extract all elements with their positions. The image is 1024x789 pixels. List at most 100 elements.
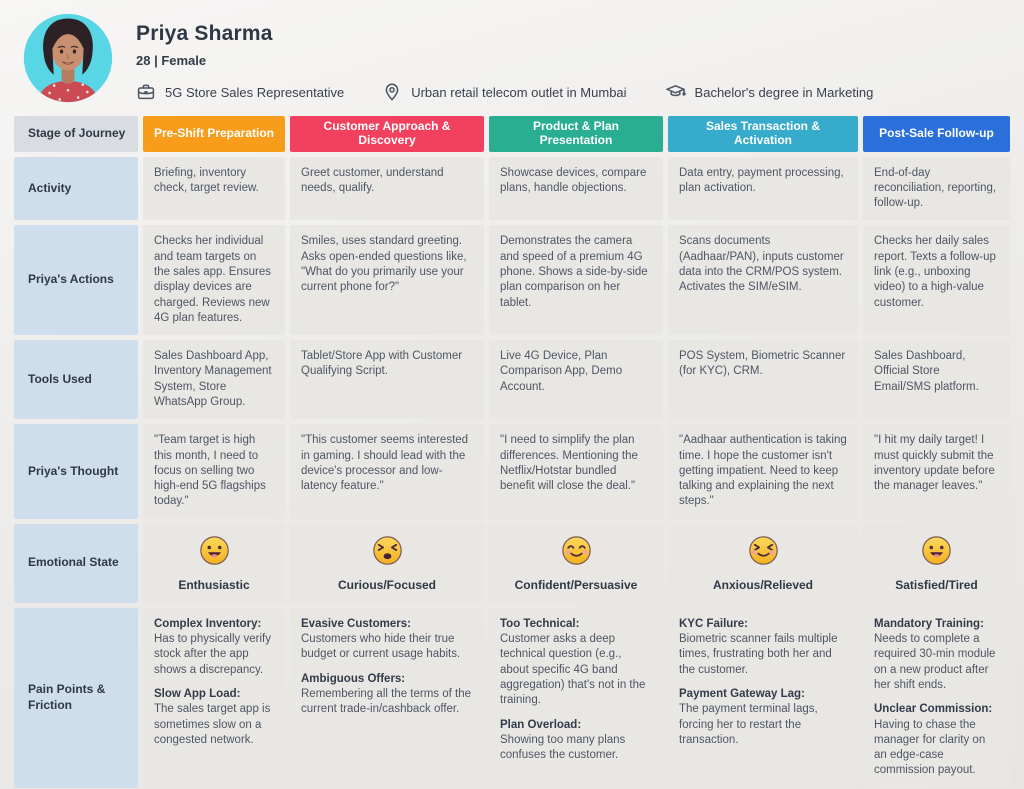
- row-label: Priya's Actions: [14, 225, 138, 336]
- journey-cell: "I hit my daily target! I must quickly s…: [863, 424, 1010, 519]
- row-label: Tools Used: [14, 340, 138, 420]
- cell-text: "I need to simplify the plan differences…: [500, 434, 638, 493]
- journey-cell: Demonstrates the camera and speed of a p…: [489, 225, 663, 336]
- journey-cell: Curious/Focused: [290, 523, 484, 603]
- cell-text: Scans documents (Aadhaar/PAN), inputs cu…: [679, 235, 844, 294]
- segment-title: Evasive Customers:: [301, 617, 411, 630]
- persona-location-label: Urban retail telecom outlet in Mumbai: [411, 84, 627, 100]
- cell-text: Checks her daily sales report. Texts a f…: [874, 235, 996, 309]
- cell-segment: Too Technical: Customer asks a deep techn…: [500, 617, 652, 709]
- journey-cell: Data entry, payment processing, plan act…: [668, 156, 858, 221]
- segment-title: Plan Overload:: [500, 718, 582, 731]
- journey-cell: Complex Inventory: Has to physically veri…: [143, 607, 285, 788]
- journey-row: Emotional State Enthusiastic Curious/Focus…: [14, 523, 1010, 603]
- segment-title: Complex Inventory:: [154, 617, 262, 630]
- persona-education-label: Bachelor's degree in Marketing: [694, 84, 874, 100]
- squint-smile-blush-face-icon: [746, 533, 781, 573]
- segment-title: Ambiguous Offers:: [301, 672, 406, 685]
- journey-cell: Anxious/Relieved: [668, 523, 858, 603]
- persona-name: Priya Sharma: [136, 22, 273, 45]
- segment-body: Having to chase the manager for clarity …: [874, 718, 986, 777]
- stage-header-4: Sales Transaction & Activation: [668, 116, 858, 152]
- journey-map-table: Stage of Journey Pre-Shift Preparation Cus…: [0, 112, 1024, 789]
- journey-row: Tools Used Sales Dashboard App, Inventory…: [14, 340, 1010, 420]
- journey-cell: Briefing, inventory check, target review…: [143, 156, 285, 221]
- segment-body: Customer asks a deep technical question …: [500, 633, 646, 707]
- journey-cell: "I need to simplify the plan differences…: [489, 424, 663, 519]
- stage-header-1: Pre-Shift Preparation: [143, 116, 285, 152]
- cell-text: "This customer seems interested in gamin…: [301, 434, 469, 493]
- cell-text: Greet customer, understand needs, qualif…: [301, 166, 444, 194]
- stage-of-journey-label: Stage of Journey: [14, 116, 138, 152]
- segment-body: The payment terminal lags, forcing her t…: [679, 703, 818, 746]
- cell-segment: Plan Overload: Showing too many plans con…: [500, 718, 652, 764]
- journey-cell: Enthusiastic: [143, 523, 285, 603]
- row-label: Activity: [14, 156, 138, 221]
- cell-segment: Mandatory Training: Needs to complete a r…: [874, 617, 999, 693]
- persona-location: Urban retail telecom outlet in Mumbai: [382, 82, 627, 102]
- emotion-label: Anxious/Relieved: [712, 577, 814, 592]
- cell-segment: Unclear Commission: Having to chase the m…: [874, 702, 999, 778]
- segment-title: Too Technical:: [500, 617, 580, 630]
- happy-blush-face-icon: [559, 533, 594, 573]
- segment-body: Customers who hide their true budget or …: [301, 633, 461, 661]
- journey-cell: Live 4G Device, Plan Comparison App, Dem…: [489, 340, 663, 420]
- journey-cell: "Team target is high this month, I need …: [143, 424, 285, 519]
- segment-title: Slow App Load:: [154, 688, 241, 701]
- journey-cell: POS System, Biometric Scanner (for KYC),…: [668, 340, 858, 420]
- journey-cell: Scans documents (Aadhaar/PAN), inputs cu…: [668, 225, 858, 336]
- segment-title: Payment Gateway Lag:: [679, 688, 805, 701]
- persona-info: Priya Sharma 28 | Female 5G Store Sales …: [136, 12, 873, 102]
- persona-photo: [23, 13, 113, 103]
- journey-cell: Too Technical: Customer asks a deep techn…: [489, 607, 663, 788]
- segment-title: Mandatory Training:: [874, 617, 984, 630]
- stage-header-5: Post-Sale Follow-up: [863, 116, 1010, 152]
- cell-segment: Slow App Load: The sales target app is so…: [154, 687, 274, 748]
- stage-header-3: Product & Plan Presentation: [489, 116, 663, 152]
- segment-body: Biometric scanner fails multiple times, …: [679, 633, 838, 676]
- row-label: Pain Points & Friction: [14, 607, 138, 788]
- graduation-cap-icon: [665, 82, 686, 102]
- cell-text: Showcase devices, compare plans, handle …: [500, 166, 647, 194]
- journey-cell: Sales Dashboard, Official Store Email/SM…: [863, 340, 1010, 420]
- cell-text: Checks her individual and team targets o…: [154, 235, 271, 324]
- avatar: [22, 12, 114, 104]
- stage-header-2: Customer Approach & Discovery: [290, 116, 484, 152]
- cell-text: End-of-day reconciliation, reporting, fo…: [874, 166, 997, 210]
- segment-body: The sales target app is sometimes slow o…: [154, 703, 271, 746]
- journey-row: Priya's Actions Checks her individual and…: [14, 225, 1010, 336]
- persona-role-label: 5G Store Sales Representative: [165, 84, 345, 100]
- emotion-label: Curious/Focused: [337, 577, 436, 592]
- grin-open-face-icon: [197, 533, 232, 573]
- journey-cell: Greet customer, understand needs, qualif…: [290, 156, 484, 221]
- journey-cell: Satisfied/Tired: [863, 523, 1010, 603]
- cell-text: Sales Dashboard, Official Store Email/SM…: [874, 350, 979, 393]
- segment-body: Has to physically verify stock after the…: [154, 633, 271, 676]
- journey-cell: Mandatory Training: Needs to complete a r…: [863, 607, 1010, 788]
- cell-text: Sales Dashboard App, Inventory Managemen…: [154, 350, 272, 408]
- segment-title: Unclear Commission:: [874, 703, 993, 716]
- cell-text: POS System, Biometric Scanner (for KYC),…: [679, 350, 846, 378]
- row-label: Priya's Thought: [14, 424, 138, 519]
- cell-text: Briefing, inventory check, target review…: [154, 166, 259, 194]
- journey-cell: Tablet/Store App with Customer Qualifyin…: [290, 340, 484, 420]
- journey-cell: Confident/Persuasive: [489, 523, 663, 603]
- journey-cell: Sales Dashboard App, Inventory Managemen…: [143, 340, 285, 420]
- journey-row: Pain Points & Friction Complex Inventory:…: [14, 607, 1010, 788]
- grin-open-face-icon: [919, 533, 954, 573]
- emotion-label: Confident/Persuasive: [514, 577, 638, 592]
- persona-header: Priya Sharma 28 | Female 5G Store Sales …: [0, 0, 1024, 112]
- cell-text: Smiles, uses standard greeting. Asks ope…: [301, 235, 467, 294]
- segment-body: Remembering all the terms of the current…: [301, 688, 472, 716]
- journey-cell: "This customer seems interested in gamin…: [290, 424, 484, 519]
- emotion-label: Enthusiastic: [178, 577, 250, 592]
- cell-text: "Aadhaar authentication is taking time. …: [679, 434, 847, 508]
- journey-cell: Checks her individual and team targets o…: [143, 225, 285, 336]
- cell-text: Demonstrates the camera and speed of a p…: [500, 235, 648, 309]
- persona-education: Bachelor's degree in Marketing: [665, 82, 874, 102]
- segment-body: Showing too many plans confuses the cust…: [500, 733, 626, 762]
- cell-segment: Ambiguous Offers: Remembering all the ter…: [301, 672, 473, 718]
- journey-row: Priya's Thought "Team target is high this…: [14, 424, 1010, 519]
- cell-text: "I hit my daily target! I must quickly s…: [874, 434, 995, 493]
- persona-role: 5G Store Sales Representative: [136, 82, 344, 102]
